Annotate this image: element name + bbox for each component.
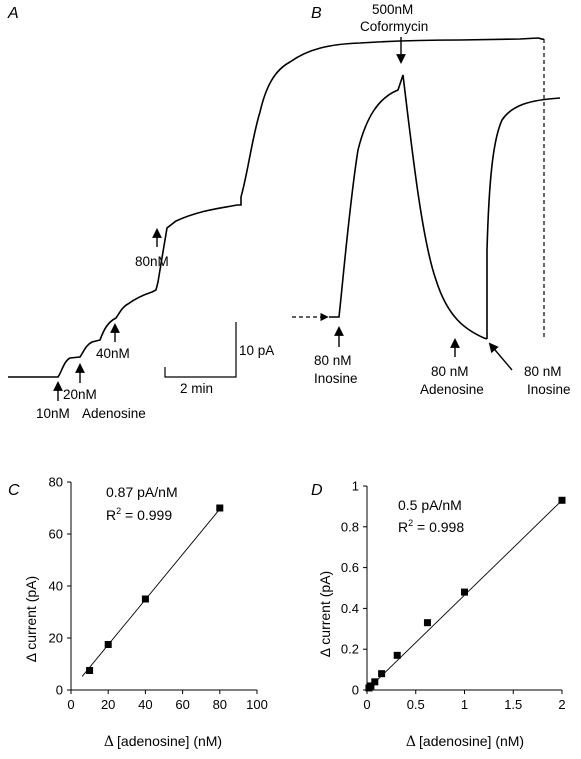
chart-c-x-tick-label: 80 bbox=[213, 697, 227, 712]
label-80nM: 80nM bbox=[135, 254, 169, 269]
chart-d-y-tick-label: 1 bbox=[352, 479, 359, 494]
chart-c-x-tick-label: 60 bbox=[175, 697, 189, 712]
chart-d-y-tick-label: 0.2 bbox=[341, 642, 359, 657]
chart-d-point bbox=[367, 682, 375, 690]
panel-d: D Δ current (pA) Δ [adenosine] (nM) 0.5 p… bbox=[311, 479, 566, 751]
chart-c-annotation-r2: R2 = 0.999 bbox=[106, 506, 172, 523]
chart-c-r2-sup: 2 bbox=[116, 506, 121, 516]
chart-c-point bbox=[86, 667, 94, 674]
chart-c-x-tick-label: 40 bbox=[138, 697, 152, 712]
chart-c-r2-value: = 0.999 bbox=[121, 507, 172, 523]
chart-d-y-tick-label: 0.4 bbox=[341, 601, 359, 616]
chart-c-point bbox=[141, 595, 149, 603]
label-coformycin-dose: 500nM bbox=[372, 2, 413, 17]
label-inosine-2-dose: 80 nM bbox=[524, 364, 562, 379]
chart-d-y-tick-label: 0.6 bbox=[341, 560, 359, 575]
chart-d-plot: 0 0.5 1 1.5 2 0 0.2 0.4 0.6 0.8 1 bbox=[341, 479, 566, 713]
chart-d-y-tick-label: 0.8 bbox=[341, 519, 359, 534]
chart-d-x-tick-label: 1 bbox=[461, 697, 468, 712]
scale-bar bbox=[164, 322, 237, 378]
chart-d-x-tick-label: 2 bbox=[558, 697, 565, 712]
chart-c-point bbox=[104, 641, 112, 648]
chart-c-plot: 0 20 40 60 80 100 0 20 40 60 80 bbox=[49, 475, 268, 713]
label-adenosine-b-dose: 80 nM bbox=[431, 364, 469, 379]
chart-d-point bbox=[378, 670, 386, 678]
chart-d-point bbox=[371, 678, 379, 686]
trace-b-current bbox=[329, 74, 488, 340]
label-adenosine-a: Adenosine bbox=[82, 406, 146, 421]
chart-c-fit-line bbox=[81, 508, 221, 677]
chart-d-xlabel-text: [adenosine] (nM) bbox=[419, 733, 524, 749]
chart-c-xlabel: Δ [adenosine] (nM) bbox=[104, 733, 222, 750]
chart-c-point bbox=[216, 504, 224, 512]
chart-c-ylabel: Δ current (pA) bbox=[23, 576, 39, 662]
chart-d-xlabel-delta: Δ bbox=[406, 734, 416, 750]
scale-bar-current-label: 10 pA bbox=[239, 343, 274, 358]
chart-d-x-tick-label: 0.5 bbox=[407, 697, 425, 712]
chart-d-x-tick-label: 0 bbox=[363, 697, 370, 712]
label-10nM: 10nM bbox=[36, 406, 70, 421]
panel-c: C Δ current (pA) Δ [adenosine] (nM) 0.87 … bbox=[8, 475, 268, 751]
panel-a: A 10nM 20nM 40nM 80nM Adenosine 10 pA 2 … bbox=[7, 5, 545, 421]
chart-d-annotation-slope: 0.5 pA/nM bbox=[398, 497, 462, 513]
chart-d-point bbox=[423, 619, 431, 627]
chart-c-xlabel-text: [adenosine] (nM) bbox=[117, 733, 222, 749]
chart-d-point bbox=[461, 588, 468, 596]
chart-c-x-tick-label: 0 bbox=[67, 697, 74, 712]
panel-b-letter: B bbox=[311, 5, 322, 22]
chart-d-annotation-r2: R2 = 0.998 bbox=[398, 518, 464, 535]
trace-a-current bbox=[8, 37, 545, 378]
chart-c-r2-prefix: R bbox=[106, 507, 116, 523]
chart-c-y-tick-label: 20 bbox=[49, 631, 63, 646]
chart-c-y-tick-label: 40 bbox=[49, 579, 63, 594]
chart-c-y-tick-label: 60 bbox=[49, 527, 63, 542]
chart-c-x-tick-label: 100 bbox=[246, 697, 268, 712]
chart-d-x-tick-label: 1.5 bbox=[504, 697, 522, 712]
chart-d-ylabel: Δ current (pA) bbox=[317, 571, 333, 657]
panel-a-letter: A bbox=[7, 5, 19, 22]
chart-c-annotation-slope: 0.87 pA/nM bbox=[106, 484, 178, 500]
panel-d-letter: D bbox=[311, 482, 323, 499]
chart-d-point bbox=[558, 496, 566, 504]
chart-c-x-tick-label: 20 bbox=[101, 697, 115, 712]
chart-d-r2-value: = 0.998 bbox=[413, 519, 464, 535]
chart-c-y-tick-label: 80 bbox=[49, 475, 63, 490]
label-20nM: 20nM bbox=[63, 387, 97, 402]
label-inosine-1-dose: 80 nM bbox=[314, 353, 352, 368]
label-adenosine-b-name: Adenosine bbox=[420, 382, 484, 397]
scale-bar-time-label: 2 min bbox=[180, 381, 213, 396]
chart-d-r2-sup: 2 bbox=[408, 518, 413, 528]
arrow-inosine-2 bbox=[488, 342, 513, 371]
panel-c-letter: C bbox=[8, 482, 20, 499]
chart-d-y-tick-label: 0 bbox=[352, 683, 359, 698]
label-40nM: 40nM bbox=[96, 346, 130, 361]
label-coformycin-name: Coformycin bbox=[360, 19, 428, 34]
chart-d-xlabel: Δ [adenosine] (nM) bbox=[406, 733, 524, 750]
chart-c-y-tick-label: 0 bbox=[56, 683, 63, 698]
chart-c-xlabel-delta: Δ bbox=[104, 734, 114, 750]
label-inosine-1-name: Inosine bbox=[314, 371, 358, 386]
chart-d-r2-prefix: R bbox=[398, 519, 408, 535]
trace-b-current-recovery bbox=[486, 97, 561, 339]
chart-d-point bbox=[393, 651, 401, 659]
label-inosine-2-name: Inosine bbox=[527, 382, 571, 397]
panel-b: B 500nM Coformycin 80 nM Inosine 80 nM A… bbox=[292, 2, 571, 397]
